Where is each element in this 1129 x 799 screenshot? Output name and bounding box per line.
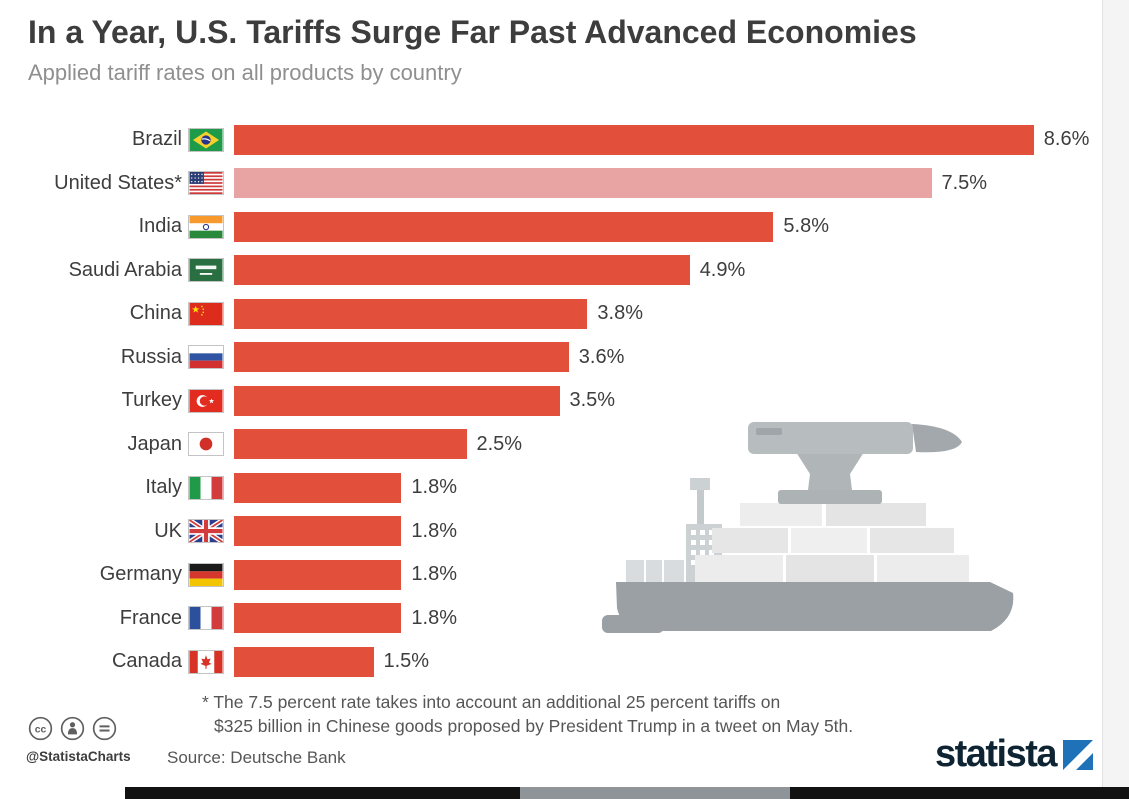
container-block bbox=[626, 560, 684, 582]
value-label: 8.6% bbox=[1043, 128, 1090, 151]
crane-pole bbox=[697, 488, 704, 528]
chart-row: China 3.8% bbox=[0, 292, 1100, 336]
value-label: 1.8% bbox=[411, 606, 457, 629]
country-label: India bbox=[138, 215, 182, 238]
brazil-flag-icon bbox=[188, 127, 224, 152]
chart-row: Turkey 3.5% bbox=[0, 379, 1100, 423]
country-label: Brazil bbox=[131, 128, 182, 151]
bar-china bbox=[234, 298, 588, 329]
bar-india bbox=[234, 211, 774, 242]
country-label: Saudi Arabia bbox=[68, 258, 182, 281]
turkey-flag-icon bbox=[188, 388, 224, 413]
canada-flag-icon bbox=[188, 649, 224, 674]
country-label: Germany bbox=[99, 563, 182, 586]
bar-united-states bbox=[234, 168, 932, 199]
footnote-line1: * The 7.5 percent rate takes into accoun… bbox=[202, 692, 781, 712]
chart-row: Canada 1.5% bbox=[0, 640, 1100, 684]
uk-flag-icon bbox=[188, 519, 224, 544]
country-label: China bbox=[129, 302, 182, 325]
source-label: Source: Deutsche Bank bbox=[167, 748, 346, 767]
bar-canada bbox=[234, 646, 374, 677]
country-label: Japan bbox=[127, 432, 183, 455]
russia-flag-icon bbox=[188, 345, 224, 370]
statista-wordmark: statista bbox=[934, 733, 1058, 775]
bar-germany bbox=[234, 559, 402, 590]
germany-flag-icon bbox=[188, 562, 224, 587]
value-label: 4.9% bbox=[699, 258, 746, 281]
country-label: United States* bbox=[54, 171, 182, 194]
no-derivatives-icon bbox=[92, 716, 117, 741]
chart-row: United States* 7.5% bbox=[0, 162, 1100, 206]
footnote: * The 7.5 percent rate takes into accoun… bbox=[202, 690, 853, 738]
bar-uk bbox=[234, 516, 402, 547]
chart-row: Russia 3.6% bbox=[0, 336, 1100, 380]
container-stack bbox=[695, 503, 969, 582]
japan-flag-icon bbox=[188, 432, 224, 457]
value-label: 3.6% bbox=[578, 345, 625, 368]
horizontal-scrollbar[interactable] bbox=[125, 787, 1129, 799]
anvil-icon bbox=[748, 422, 962, 504]
statista-square-icon bbox=[1063, 739, 1093, 770]
footnote-line2: $325 billion in Chinese goods proposed b… bbox=[214, 716, 854, 736]
chart-subtitle: Applied tariff rates on all products by … bbox=[28, 60, 462, 85]
bar-france bbox=[234, 603, 402, 634]
bar-russia bbox=[234, 342, 569, 373]
container-seam bbox=[662, 560, 664, 582]
india-flag-icon bbox=[188, 214, 224, 239]
country-label: Italy bbox=[145, 476, 182, 499]
chart-row: Germany 1.8% bbox=[0, 553, 1100, 597]
bar-saudi-arabia bbox=[234, 255, 690, 286]
ship-anvil-illustration bbox=[602, 422, 1014, 633]
svg-text:cc: cc bbox=[35, 724, 47, 735]
bar-brazil bbox=[234, 124, 1034, 155]
italy-flag-icon bbox=[188, 475, 224, 500]
chart-title: In a Year, U.S. Tariffs Surge Far Past A… bbox=[28, 14, 917, 50]
value-label: 1.5% bbox=[383, 650, 430, 673]
chart-row: Italy 1.8% bbox=[0, 466, 1100, 510]
scrollbar-track[interactable] bbox=[1102, 0, 1129, 787]
value-label: 1.8% bbox=[411, 476, 457, 499]
country-label: France bbox=[119, 606, 182, 629]
credit-handle: @StatistaCharts bbox=[26, 749, 131, 764]
value-label: 3.5% bbox=[569, 389, 616, 412]
bar-japan bbox=[234, 429, 467, 460]
attribution-icon bbox=[60, 716, 85, 741]
crane-cab bbox=[690, 478, 710, 490]
cc-icon: cc bbox=[28, 716, 53, 741]
saudi-arabia-flag-icon bbox=[188, 258, 224, 283]
license-icons: cc bbox=[28, 716, 117, 741]
chart-row: India 5.8% bbox=[0, 205, 1100, 249]
chart-row: France 1.8% bbox=[0, 597, 1100, 641]
value-label: 7.5% bbox=[941, 171, 988, 194]
country-label: Canada bbox=[111, 650, 182, 673]
france-flag-icon bbox=[188, 606, 224, 631]
country-label: Turkey bbox=[121, 389, 182, 412]
country-label: Russia bbox=[120, 345, 182, 368]
chart-row: Japan 2.5% bbox=[0, 423, 1100, 467]
bar-chart: Brazil 8.6% United States* 7.5% India 5.8% Sau… bbox=[0, 118, 1100, 684]
value-label: 3.8% bbox=[597, 302, 643, 325]
value-label: 5.8% bbox=[783, 215, 829, 238]
chart-row: Brazil 8.6% bbox=[0, 118, 1100, 162]
united-states-flag-icon bbox=[188, 171, 224, 196]
chart-row: Saudi Arabia 4.9% bbox=[0, 249, 1100, 293]
statista-logo: statista bbox=[935, 733, 1093, 776]
country-label: UK bbox=[154, 519, 182, 542]
value-label: 1.8% bbox=[411, 519, 457, 542]
bar-turkey bbox=[234, 385, 560, 416]
scrollbar-thumb[interactable] bbox=[520, 787, 790, 799]
chart-row: UK 1.8% bbox=[0, 510, 1100, 554]
china-flag-icon bbox=[188, 301, 224, 326]
value-label: 1.8% bbox=[411, 563, 457, 586]
bar-italy bbox=[234, 472, 402, 503]
value-label: 2.5% bbox=[476, 432, 523, 455]
container-seam bbox=[644, 560, 646, 582]
ship-hull bbox=[616, 582, 1014, 631]
